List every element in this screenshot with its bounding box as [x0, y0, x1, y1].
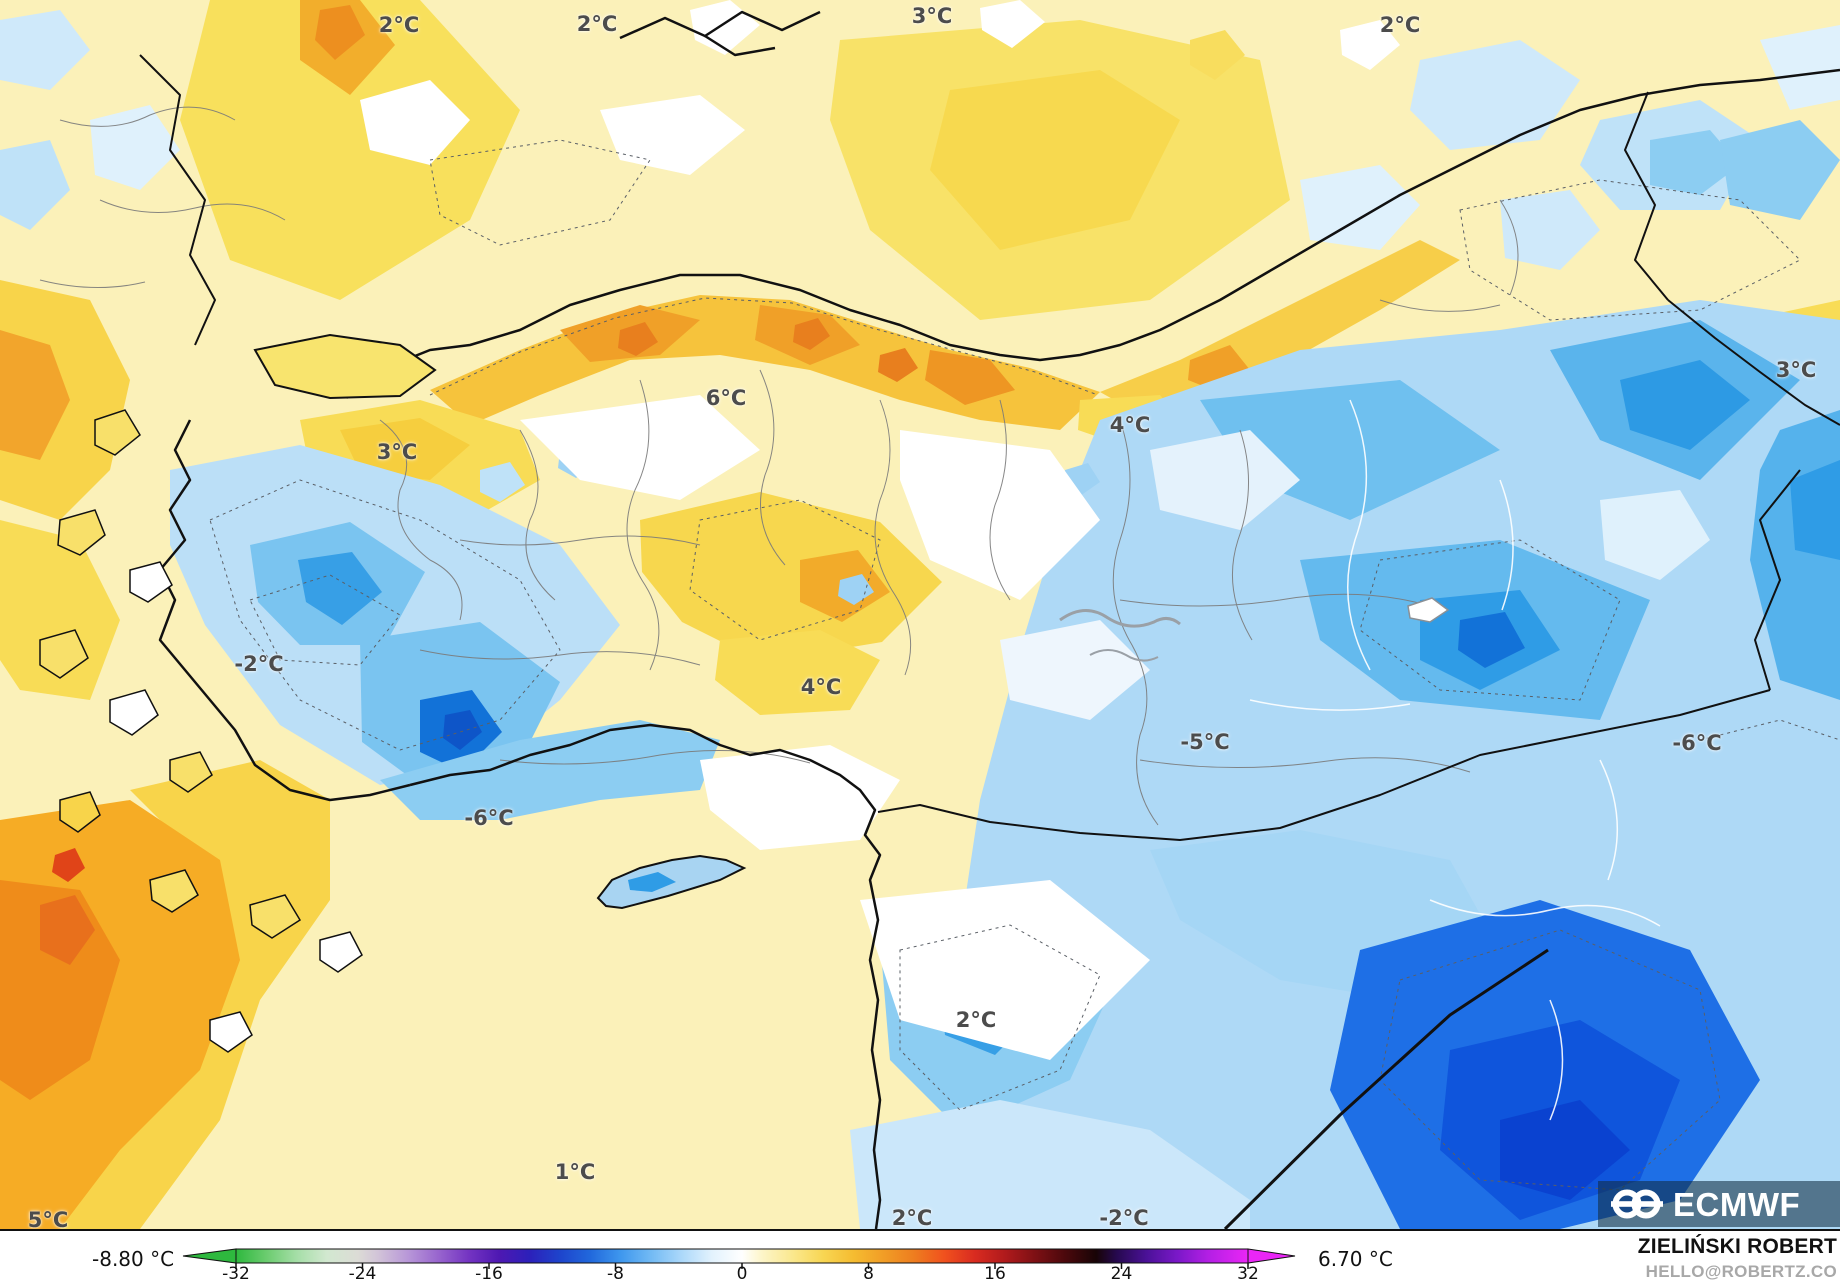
marmara-sea: [253, 333, 437, 400]
temperature-label: -6°C: [464, 806, 514, 830]
temperature-label: -2°C: [234, 652, 284, 676]
colorbar-min-label: -8.80 °C: [92, 1247, 175, 1271]
temperature-label: 3°C: [911, 4, 953, 28]
colorbar-tick-label: -16: [475, 1264, 503, 1284]
cool-regions: [0, 10, 1840, 1229]
ecmwf-watermark: ECMWF: [1598, 1181, 1840, 1227]
aegean-islands: [39, 409, 363, 1053]
warm-regions: [0, 0, 1840, 1229]
dashed-contours: [209, 139, 1840, 1191]
colorbar-tick-label: -24: [348, 1264, 377, 1284]
colorbar-tick-label: 16: [984, 1264, 1006, 1284]
colorbar-tick-label: 32: [1237, 1264, 1259, 1284]
colorbar-tick-label: 8: [863, 1264, 874, 1284]
colorbar-tick-label: -32: [222, 1264, 250, 1284]
temperature-label: 3°C: [1775, 358, 1817, 382]
temperature-label: -6°C: [1672, 731, 1722, 755]
weather-anomaly-map: 2°C 2°C 3°C 2°C 3°C 3°C 6°C 4°C -2°C 4°C -5°C -6°C -…: [0, 0, 1840, 1231]
colorbar-tick-label: -8: [607, 1264, 624, 1284]
colorbar-footer: -8.80 °C 6.70 °C -32 -24 -16 -8 0 8 16 24 32 ZIE…: [0, 1231, 1840, 1287]
colorbar-ticks: [235, 1263, 1249, 1269]
temperature-label: -5°C: [1180, 730, 1230, 754]
country-borders: [139, 54, 1840, 1229]
map-graphics: [0, 0, 1840, 1229]
temperature-label: 2°C: [576, 12, 618, 36]
admin-borders: [39, 106, 1519, 826]
colorbar-right-arrow: [1247, 1248, 1296, 1264]
temperature-label: 5°C: [27, 1208, 69, 1231]
temperature-labels-layer: 2°C 2°C 3°C 2°C 3°C 3°C 6°C 4°C -2°C 4°C -5°C -6°C -…: [27, 4, 1817, 1231]
temperature-label: 2°C: [378, 13, 420, 37]
colorbar-tick-label: 0: [736, 1264, 748, 1284]
temperature-label: 3°C: [376, 440, 418, 464]
credit-block: ZIELIŃSKI ROBERT HELLO@ROBERTZ.CO: [1638, 1235, 1837, 1282]
temperature-label: 2°C: [955, 1008, 997, 1032]
colorbar: [182, 1248, 1296, 1269]
temperature-label: 6°C: [705, 386, 747, 410]
temperature-label: 4°C: [1109, 413, 1151, 437]
temperature-label: 1°C: [554, 1160, 596, 1184]
colorbar-left-arrow: [182, 1248, 237, 1264]
temperature-label: 2°C: [1379, 13, 1421, 37]
colorbar-tick-label: 24: [1110, 1264, 1133, 1284]
lakes: [1059, 597, 1450, 662]
cyprus-island: [596, 854, 747, 910]
admin-borders-east: [1249, 399, 1661, 1121]
ecmwf-logo-icon: [1611, 1189, 1663, 1219]
author-credit: ZIELIŃSKI ROBERT: [1637, 1235, 1837, 1258]
temperature-label: 4°C: [800, 675, 842, 699]
temperature-label: -2°C: [1099, 1206, 1149, 1230]
neutral-white-patches: [360, 0, 1710, 1060]
colorbar-gradient-bar: [235, 1248, 1249, 1264]
temperature-label: 2°C: [891, 1206, 933, 1230]
colorbar-max-label: 6.70 °C: [1318, 1247, 1393, 1271]
ecmwf-logo-text: ECMWF: [1673, 1185, 1801, 1223]
contact-email: HELLO@ROBERTZ.CO: [1645, 1262, 1837, 1281]
